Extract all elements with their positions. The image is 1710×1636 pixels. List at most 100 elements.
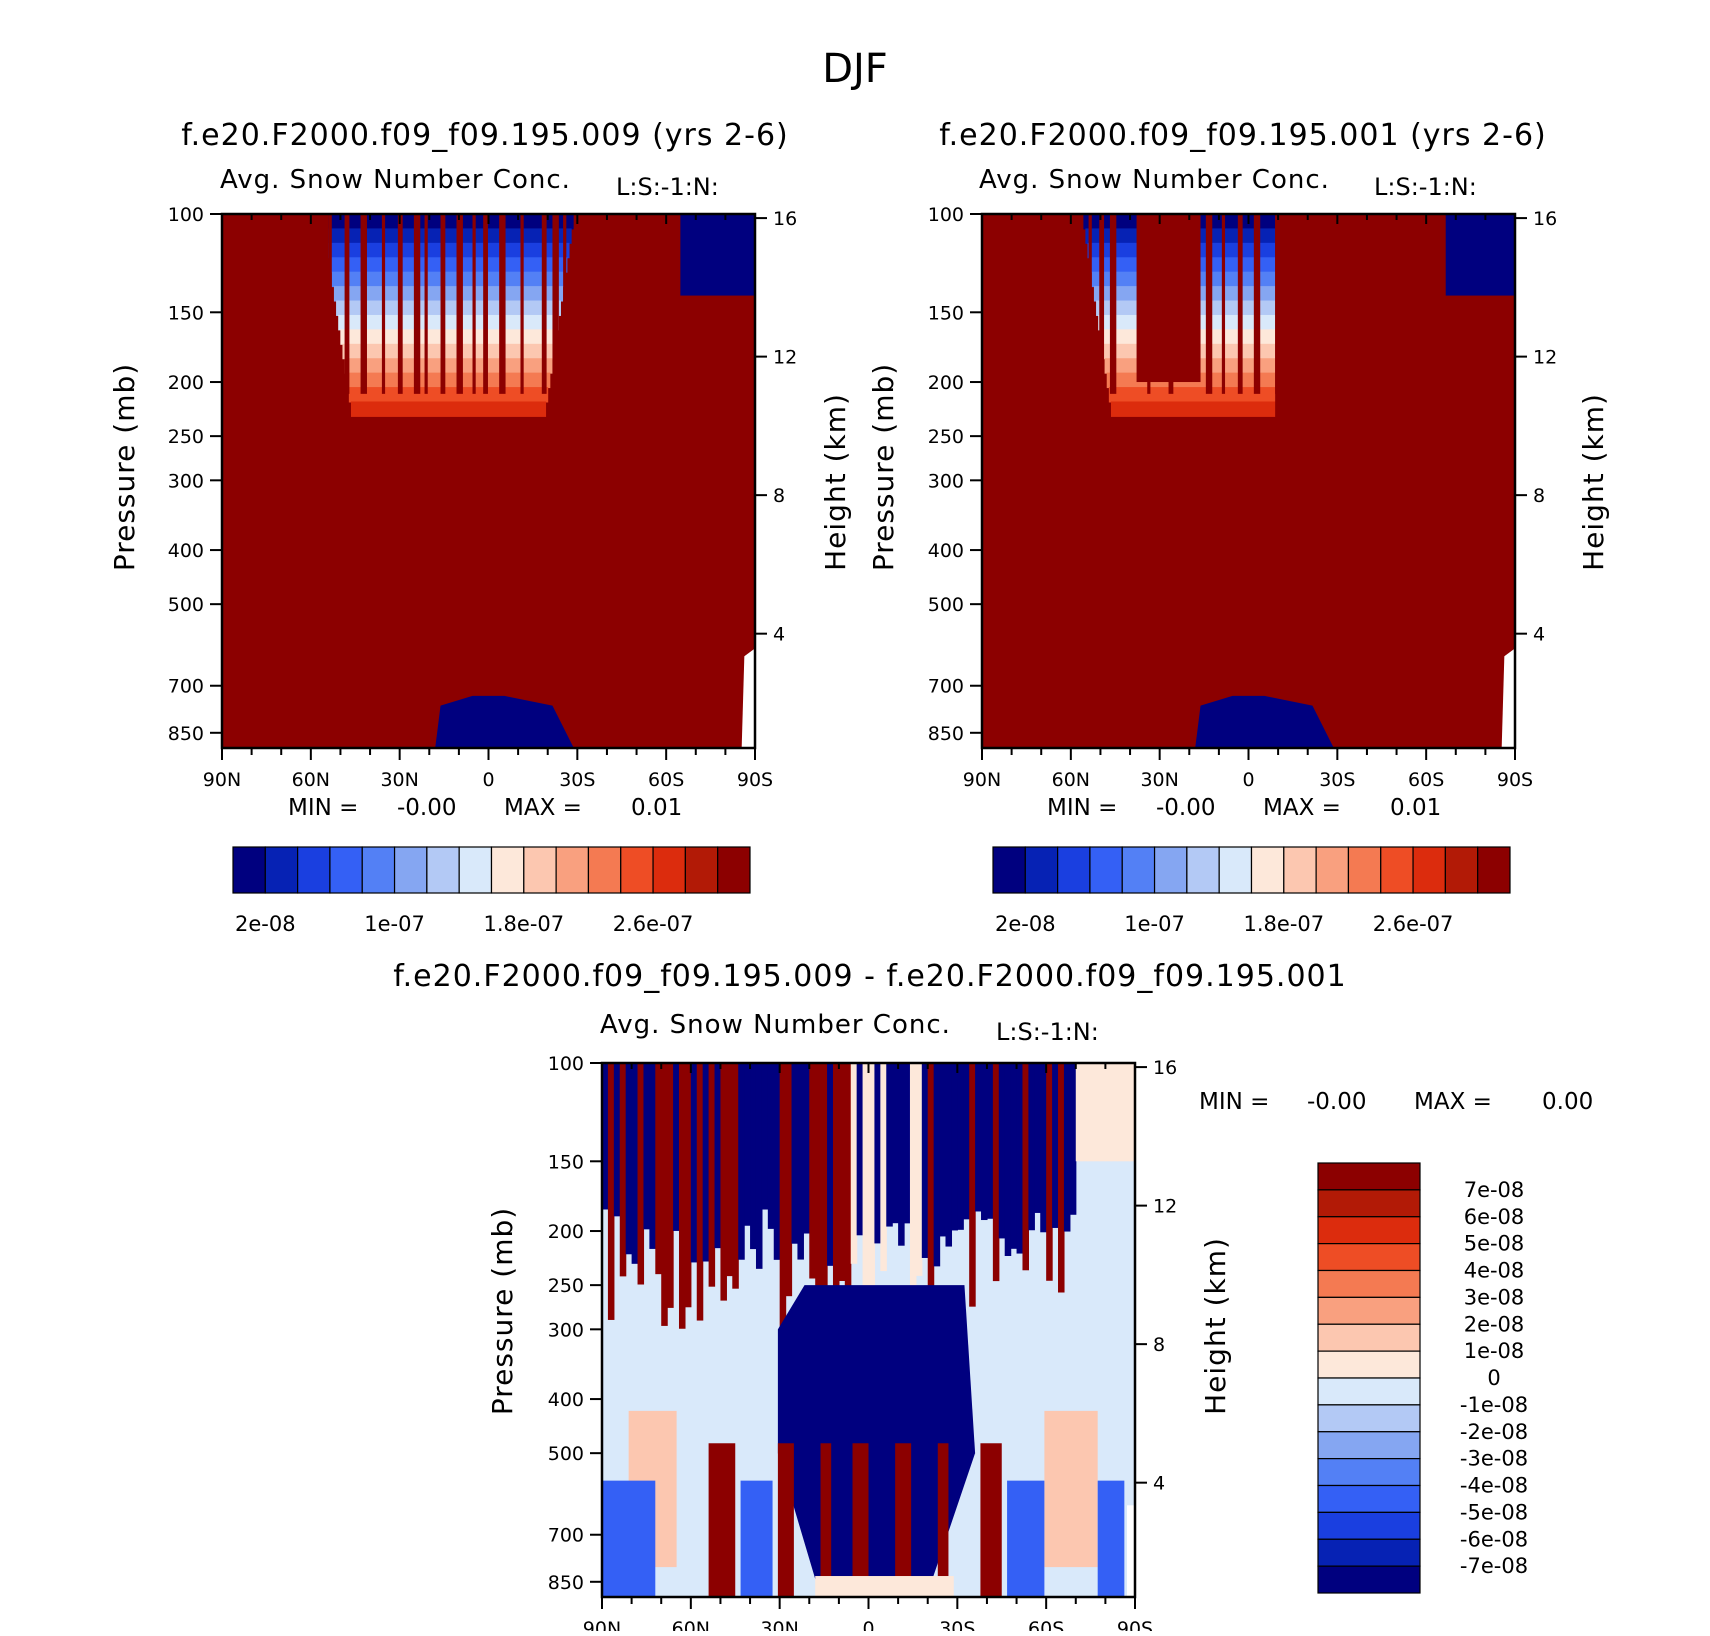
figure-title: DJF: [822, 46, 888, 92]
p2-corner-blue: [1445, 214, 1515, 296]
panel3-lower-red: [708, 1443, 736, 1597]
panel2-max-value: 0.01: [1390, 795, 1441, 821]
p2-colorbar-box: [1315, 846, 1350, 894]
p1-red-block: [222, 214, 329, 383]
p2-colorbar-box: [1380, 846, 1414, 894]
panel2-variable: Avg. Snow Number Conc.: [979, 165, 1330, 195]
p2-xtick-label: 0: [1242, 769, 1254, 791]
panel3-upper-stripe: [1046, 1063, 1053, 1281]
p1-colorbar-box: [458, 846, 493, 894]
panel1-tag: L:S:-1:N:: [616, 173, 719, 201]
p2-red-block: [982, 214, 1084, 394]
panel3-upper-stripe: [850, 1063, 858, 1264]
panel2-min-label: MIN =: [1047, 795, 1117, 821]
panel2-tag: L:S:-1:N:: [1374, 173, 1477, 201]
panel3-ylabel-right: Height (km): [1199, 1237, 1232, 1415]
panel3-colorbar-box: [1317, 1269, 1421, 1298]
panel2-ylabel-right: Height (km): [1577, 393, 1610, 571]
panel3-upper-stripe: [631, 1063, 639, 1264]
p3-xtick-label: 90N: [583, 1618, 621, 1631]
panel3-colorbar-box: [1317, 1431, 1421, 1460]
panel3-colorbar-box: [1317, 1162, 1421, 1191]
panel3-upper-stripe: [998, 1063, 1006, 1239]
panel3-upper-stripe: [649, 1063, 656, 1249]
p1-xtick-label: 60S: [648, 769, 684, 791]
p2-xtick-label: 90S: [1497, 769, 1533, 791]
panel3-tag: L:S:-1:N:: [996, 1018, 1099, 1046]
panel3-ylabel: Pressure (mb): [486, 1207, 519, 1415]
panel3-colorbar-box: [1317, 1216, 1421, 1245]
p1-spike: [381, 214, 386, 394]
p1-ytick-label: 700: [168, 676, 204, 698]
p1-colorbar-box: [232, 846, 266, 894]
p2-ytick-label: 400: [928, 540, 964, 562]
panel3-upper-stripe: [821, 1063, 828, 1320]
panel3-upper-stripe: [702, 1063, 710, 1262]
panel3-colorbar-label: 7e-08: [1464, 1178, 1525, 1202]
panel2-colorbar: 2e-08 1e-07 1.8e-07 2.6e-07: [992, 846, 1511, 936]
panel3-upper-stripe: [939, 1063, 947, 1237]
p2-xtick-label: 60N: [1052, 769, 1090, 791]
p2-colorbar-label: 2.6e-07: [1373, 912, 1454, 936]
p1-ytick-label: 300: [168, 470, 204, 492]
panel3-upper-stripe: [613, 1063, 621, 1217]
panel1-max-value: 0.01: [631, 795, 682, 821]
panel2-field: [982, 214, 1515, 748]
p1-xtick-label: 0: [482, 769, 494, 791]
panel3-colorbar-label: 3e-08: [1464, 1285, 1525, 1309]
panel3-max-value: 0.00: [1542, 1089, 1593, 1115]
panel3-lower-red: [852, 1443, 869, 1597]
panel3-upper-stripe: [951, 1063, 958, 1231]
p2-colorbar-box: [1347, 846, 1382, 894]
panel3-upper-stripe: [1117, 1063, 1124, 1162]
panel3-upper-stripe: [637, 1063, 645, 1285]
p1-colorbar-label: 1.8e-07: [484, 912, 565, 936]
panel3-upper-stripe: [1052, 1063, 1059, 1228]
panel3-colorbar-label: 4e-08: [1464, 1259, 1525, 1283]
p1-spike: [456, 214, 463, 394]
panel3-upper-stripe: [874, 1063, 881, 1244]
panel3-lower-blue: [1097, 1480, 1125, 1597]
p1-lower-blue: [435, 695, 574, 748]
p1-spike: [472, 214, 476, 394]
p2-spike: [1237, 214, 1243, 394]
p1-colorbar-box: [684, 846, 719, 894]
panel3-upper-stripe: [957, 1063, 964, 1230]
panel3-upper-stripe: [1111, 1063, 1118, 1162]
panel3-lower-blue: [1007, 1480, 1045, 1597]
panel3-upper-stripe: [1016, 1063, 1024, 1254]
panel1-colorbar: 2e-08 1e-07 1.8e-07 2.6e-07: [232, 846, 751, 936]
p1-colorbar-box: [523, 846, 557, 894]
p2-colorbar-box: [1283, 846, 1317, 894]
p1-spike: [424, 214, 428, 394]
panel3-upper-stripe: [779, 1063, 787, 1328]
p1-spike: [328, 214, 332, 394]
panel3-upper-stripe: [667, 1063, 674, 1308]
panel1-ylabel: Pressure (mb): [108, 363, 141, 571]
panel3-colorbar-label: 2e-08: [1464, 1312, 1525, 1336]
panel1-ylabel-right: Height (km): [819, 393, 852, 571]
p1-colorbar-label: 2.6e-07: [613, 912, 694, 936]
p3-xtick-label: 90S: [1117, 1618, 1153, 1631]
panel3-upper-stripe: [838, 1063, 846, 1281]
p1-ytick-label: 250: [168, 426, 204, 448]
panel3-colorbar-label: 1e-08: [1464, 1339, 1525, 1363]
p3-ytick-right-label: 8: [1153, 1334, 1165, 1356]
p1-colorbar-box: [555, 846, 590, 894]
p1-spike: [440, 214, 446, 394]
panel3-colorbar-label: -1e-08: [1460, 1393, 1528, 1417]
panel-top-left: f.e20.F2000.f09_f09.195.009 (yrs 2-6) Av…: [108, 118, 852, 936]
p1-upper-band: [336, 300, 561, 316]
panel3-upper-stripe: [720, 1063, 727, 1301]
panel3-missing-edge: [1127, 1505, 1135, 1597]
panel3-upper-stripe: [1081, 1063, 1089, 1162]
panel3-upper-stripe: [1063, 1063, 1071, 1232]
panel3-upper-stripe: [761, 1063, 769, 1210]
panel3-upper-stripe: [927, 1063, 935, 1315]
panel3-colorbar-box: [1317, 1458, 1421, 1487]
p2-colorbar-box: [1477, 846, 1511, 894]
panel3-colorbar-box: [1317, 1323, 1421, 1352]
panel3-colorbar-box: [1317, 1243, 1421, 1272]
p2-ytick-label: 850: [928, 723, 964, 745]
panel2-ylabel: Pressure (mb): [867, 363, 900, 571]
